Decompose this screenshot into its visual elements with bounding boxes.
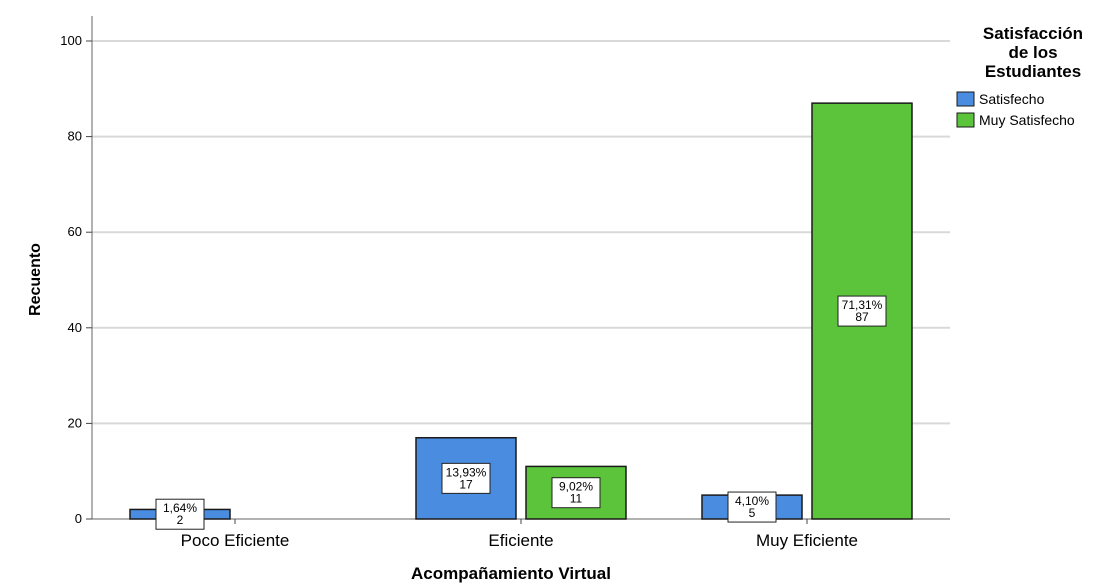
data-label-percent: 9,02%	[559, 480, 593, 494]
x-tick-label: Muy Eficiente	[756, 531, 858, 550]
data-label-count: 11	[570, 492, 583, 506]
y-tick-label: 100	[60, 33, 82, 48]
legend-swatch	[956, 112, 975, 128]
y-axis-title: Recuento	[27, 243, 44, 316]
data-label-box	[837, 295, 887, 327]
legend-label: Muy Satisfecho	[979, 112, 1075, 128]
legend-swatch	[956, 91, 975, 107]
data-label-percent: 4,10%	[735, 494, 769, 508]
y-tick-label: 60	[68, 224, 82, 239]
bars	[129, 102, 913, 520]
x-axis-title: Acompañamiento Virtual	[411, 564, 611, 583]
legend-title-line-3: Estudiantes	[985, 62, 1081, 81]
data-labels: 1,64%2 13,93%17 9,02%11 4,10%5 71,31%87	[155, 295, 887, 530]
bar-muy-satisfecho	[811, 102, 913, 520]
data-label-box	[727, 491, 777, 523]
data-label-box	[441, 462, 491, 494]
legend-items: Satisfecho Muy Satisfecho	[956, 91, 1075, 128]
category-labels: Poco Eficiente Eficiente Muy Eficiente	[181, 519, 858, 550]
y-tick-label: 0	[75, 511, 82, 526]
legend-title-line-1: Satisfacción	[983, 24, 1083, 43]
data-label-percent: 1,64%	[163, 501, 197, 515]
legend-title-line-2: de los	[1008, 43, 1057, 62]
data-label-box	[155, 498, 205, 530]
y-tick-label: 40	[68, 320, 82, 335]
data-label-box	[551, 477, 601, 509]
legend: Satisfacción de los Estudiantes Satisfec…	[956, 24, 1083, 128]
data-label-count: 2	[177, 513, 184, 527]
data-label-count: 17	[459, 477, 473, 491]
data-label-percent: 71,31%	[842, 298, 883, 312]
x-tick-label: Poco Eficiente	[181, 531, 290, 550]
y-tick-labels: 0 20 40 60 80 100	[60, 33, 92, 526]
data-label-percent: 13,93%	[446, 465, 487, 479]
data-label-count: 87	[855, 310, 869, 324]
y-tick-label: 20	[68, 415, 82, 430]
y-tick-label: 80	[68, 129, 82, 144]
x-tick-label: Eficiente	[488, 531, 553, 550]
gridlines	[92, 40, 950, 425]
data-label-count: 5	[749, 506, 756, 520]
legend-label: Satisfecho	[979, 91, 1045, 107]
